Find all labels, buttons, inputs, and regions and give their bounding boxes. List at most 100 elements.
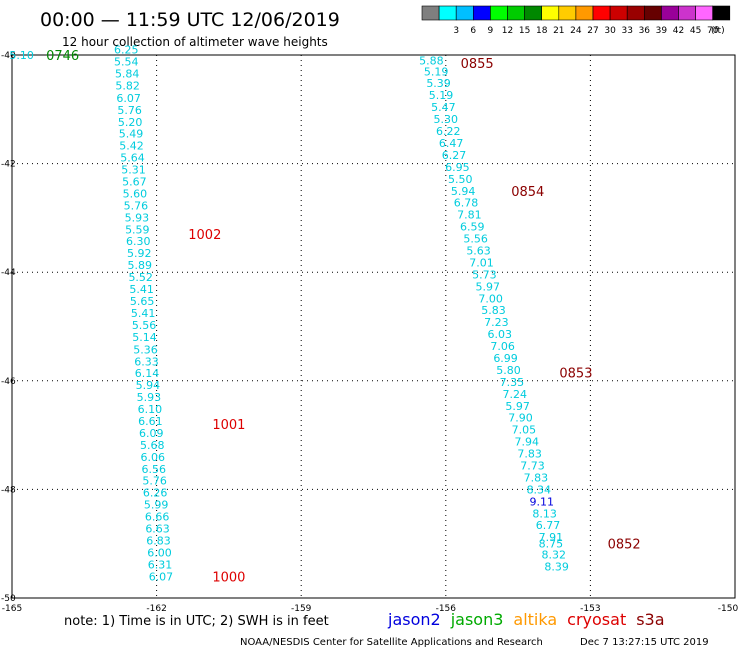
wave-height-value: 6.22 (436, 125, 461, 138)
longitude-label: -165 (2, 604, 22, 614)
colorbar-tick-label: 30 (604, 26, 616, 36)
colorbar-tick-label: 9 (488, 26, 494, 36)
colorbar-bin (575, 5, 594, 21)
wave-height-value: 5.50 (448, 173, 473, 186)
wave-height-value: 6.66 (145, 511, 170, 524)
wave-height-value: 8.39 (544, 561, 569, 574)
wave-height-value: 5.76 (117, 104, 142, 117)
longitude-label: -159 (291, 604, 312, 614)
pass-time-label: 0852 (608, 538, 641, 553)
satellite-legend-item: jason3 (450, 610, 504, 629)
colorbar-bin (455, 5, 474, 21)
colorbar-legend: 3 6 9 12 15 18 21 24 27 30 33 36 39 42 45 70(ft) (421, 5, 731, 36)
wave-height-value: 6.25 (114, 44, 139, 57)
wave-height-value: 6.14 (135, 367, 160, 380)
colorbar-bin (592, 5, 611, 21)
wave-height-value: 7.24 (502, 388, 527, 401)
colorbar-bin (421, 5, 440, 21)
wave-height-value: 5.14 (132, 331, 157, 344)
wave-height-value: 6.26 (143, 487, 168, 500)
wave-height-value: 5.80 (496, 364, 521, 377)
colorbar-bin (643, 5, 662, 21)
latitude-label: -50 (1, 594, 16, 604)
colorbar-bin (438, 5, 457, 21)
colorbar-bin (626, 5, 645, 21)
pass-time-label: 0854 (511, 185, 544, 200)
wave-height-value: 5.19 (424, 65, 449, 78)
page-subtitle: 12 hour collection of altimeter wave hei… (62, 35, 328, 49)
track-values: 5.10 6.255.545.845.826.075.765.205.495.42… (9, 44, 569, 584)
colorbar-unit-label: (ft) (711, 26, 725, 36)
colorbar-tick-label: 33 (621, 26, 632, 36)
wave-height-value: 5.94 (451, 185, 476, 198)
wave-height-value: 5.56 (463, 233, 488, 246)
colorbar-tick-label: 45 (690, 26, 701, 36)
wave-height-value: 5.60 (123, 187, 148, 200)
colorbar-tick-label: 12 (502, 26, 513, 36)
wave-height-value: 5.97 (505, 400, 530, 413)
map-axis-labels: -165 -162 -159 -156 -153 -150 -40 -42 -44 -46 -48 -… (1, 51, 738, 614)
wave-height-value: 5.73 (472, 268, 497, 281)
wave-height-value: 5.41 (129, 283, 154, 296)
wave-height-value: 5.52 (128, 271, 153, 284)
wave-height-value: 5.97 (475, 280, 500, 293)
footer-note: note: 1) Time is in UTC; 2) SWH is in fe… (64, 614, 329, 629)
colorbar-bin (541, 5, 560, 21)
longitude-label: -156 (436, 604, 457, 614)
longitude-label: -162 (146, 604, 166, 614)
wave-height-value: 5.67 (122, 176, 147, 189)
colorbar-bin (695, 5, 713, 21)
wave-height-value: 5.76 (142, 475, 167, 488)
wave-height-value: 5.92 (127, 247, 152, 260)
colorbar-tick-label: 39 (656, 26, 668, 36)
wave-height-value: 6.78 (454, 197, 479, 210)
wave-height-value: 6.00 (147, 546, 172, 559)
wave-height-value: 8.75 (539, 538, 564, 551)
wave-height-value: 5.94 (136, 379, 161, 392)
wave-height-value: 7.90 (508, 412, 533, 425)
wave-height-value: 5.63 (466, 244, 491, 257)
wave-height-value: 8.32 (542, 549, 567, 562)
colorbar-tick-label: 42 (673, 26, 684, 36)
colorbar-bin (558, 5, 577, 21)
longitude-label: -150 (718, 604, 739, 614)
colorbar-bin (609, 5, 628, 21)
wave-height-value: 6.99 (493, 352, 518, 365)
colorbar-tick-label: 15 (519, 26, 530, 36)
wave-height-value: 5.10 (9, 49, 34, 62)
wave-height-value: 5.88 (419, 54, 444, 67)
wave-height-value: 6.30 (126, 235, 151, 248)
map-frame (11, 54, 736, 599)
wave-height-value: 8.34 (527, 483, 552, 496)
wave-height-value: 5.20 (118, 116, 143, 129)
colorbar-tick-label: 24 (570, 26, 582, 36)
wave-height-value: 9.11 (529, 495, 554, 508)
map-grid (11, 54, 736, 599)
wave-height-value: 5.19 (429, 89, 454, 102)
wave-height-value: 6.07 (116, 92, 141, 105)
wave-height-value: 6.63 (145, 522, 170, 535)
wave-height-value: 6.06 (140, 451, 165, 464)
longitude-label: -153 (580, 604, 600, 614)
wave-height-value: 7.23 (484, 316, 509, 329)
wave-height-value: 7.06 (490, 340, 515, 353)
colorbar-tick-label: 6 (470, 26, 476, 36)
wave-height-value: 5.36 (133, 343, 158, 356)
latitude-label: -42 (1, 160, 16, 170)
wave-height-value: 5.47 (431, 101, 456, 114)
satellite-legend-item: jason2 (387, 610, 441, 629)
wave-height-value: 5.41 (131, 307, 156, 320)
wave-height-value: 6.59 (460, 221, 485, 234)
satellite-legend: jason2 jason3 altika cryosat s3a (387, 610, 665, 629)
wave-height-value: 5.93 (125, 211, 150, 224)
latitude-label: -40 (1, 51, 16, 61)
wave-height-value: 7.91 (539, 531, 564, 544)
wave-height-value: 6.77 (536, 519, 561, 532)
wave-height-value: 5.84 (115, 67, 140, 80)
wave-height-value: 5.59 (125, 223, 150, 236)
wave-height-value: 5.49 (119, 128, 144, 141)
satellite-legend-item: cryosat (567, 610, 626, 629)
pass-time-label: 0746 (46, 49, 79, 64)
colorbar-bin (712, 5, 731, 21)
